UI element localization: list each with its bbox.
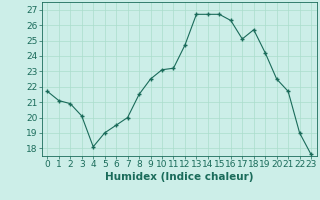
X-axis label: Humidex (Indice chaleur): Humidex (Indice chaleur) [105, 172, 253, 182]
